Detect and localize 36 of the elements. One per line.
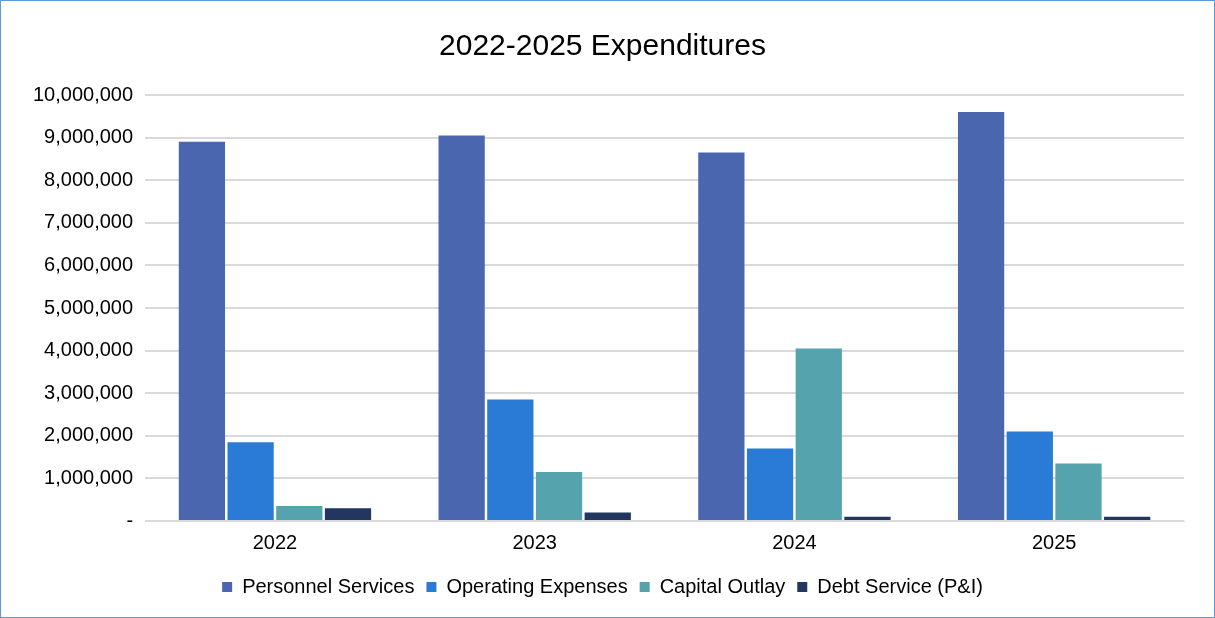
bar xyxy=(438,135,485,520)
y-tick-label: 10,000,000 xyxy=(32,82,134,105)
legend-label: Personnel Services xyxy=(242,574,415,597)
bar xyxy=(1006,431,1053,520)
bar xyxy=(227,442,274,520)
bar xyxy=(276,506,323,520)
bar xyxy=(178,141,226,520)
x-tick-label: 2024 xyxy=(772,530,817,553)
bar xyxy=(746,448,794,520)
legend-label: Operating Expenses xyxy=(446,574,628,597)
y-tick-label: 1,000,000 xyxy=(44,465,134,488)
y-tick-label: 5,000,000 xyxy=(44,295,134,318)
legend-label: Debt Service (P&I) xyxy=(817,574,983,597)
bar xyxy=(844,516,891,520)
bar xyxy=(698,152,745,520)
bar xyxy=(487,399,534,520)
y-tick-label: 2,000,000 xyxy=(44,423,134,446)
chart-title: 2022-2025 Expenditures xyxy=(439,28,766,62)
y-tick-label: 9,000,000 xyxy=(44,125,134,148)
y-tick-label: 4,000,000 xyxy=(44,338,134,361)
bar xyxy=(957,112,1005,520)
bar xyxy=(1055,463,1102,520)
bar xyxy=(584,512,631,520)
bar xyxy=(795,348,842,520)
x-tick-label: 2022 xyxy=(252,530,298,553)
x-tick-label: 2023 xyxy=(512,530,557,553)
y-tick-label: 6,000,000 xyxy=(44,252,134,275)
x-tick-label: 2025 xyxy=(1031,530,1077,553)
y-tick-label: 3,000,000 xyxy=(44,380,134,403)
legend-label: Capital Outlay xyxy=(659,574,786,597)
y-tick-label: 8,000,000 xyxy=(44,167,134,190)
bar xyxy=(1104,516,1151,520)
bar xyxy=(324,508,372,520)
bar xyxy=(535,472,583,520)
y-tick-label: 7,000,000 xyxy=(44,210,134,233)
y-tick-label: - xyxy=(126,508,134,531)
